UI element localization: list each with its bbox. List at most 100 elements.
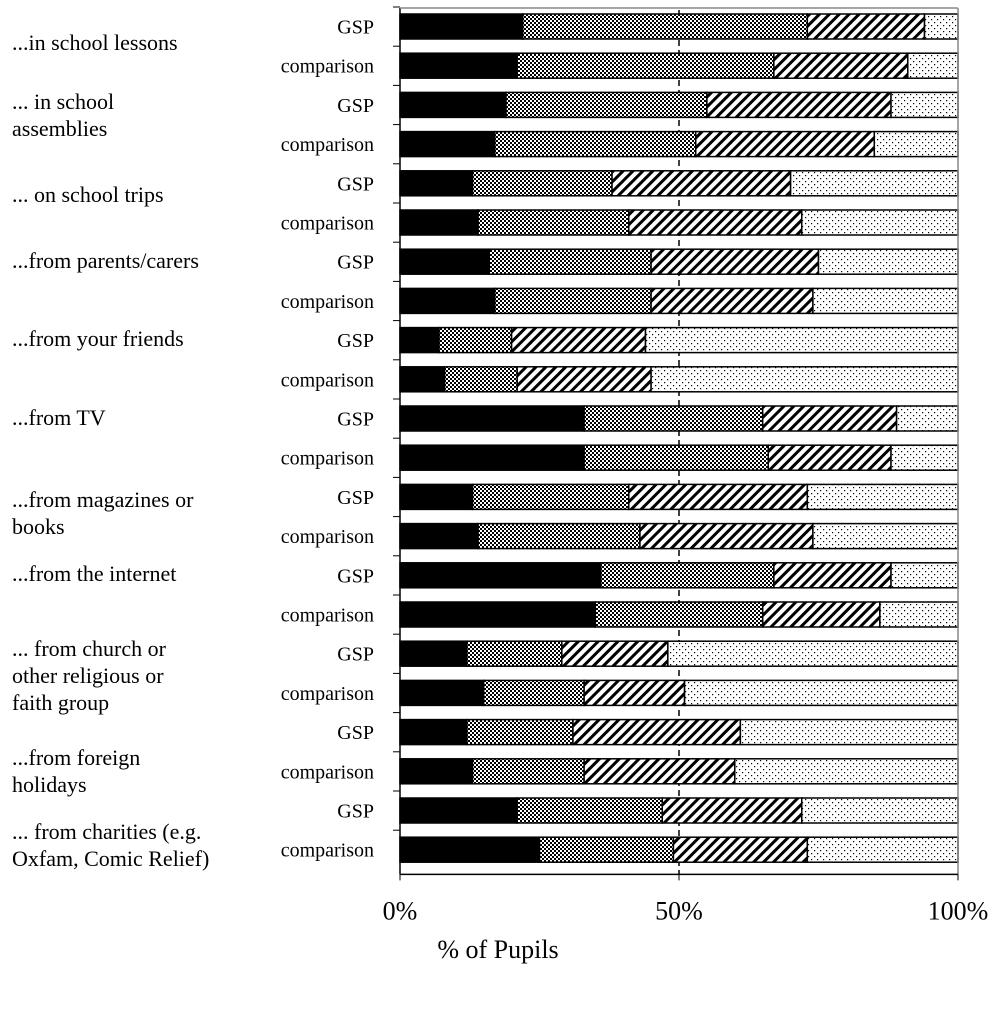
category-label: ... in school assemblies	[12, 88, 262, 142]
x-axis-label: % of Pupils	[437, 935, 559, 964]
x-tick-label: 50%	[655, 896, 703, 925]
bar-segment	[482, 679, 585, 707]
bar-segment	[806, 13, 926, 40]
bar-segment	[879, 601, 959, 628]
bar-segment	[890, 562, 959, 589]
bar-segment	[538, 836, 675, 863]
bar-segment	[650, 287, 814, 315]
bar-segment	[789, 170, 959, 197]
bar-label: comparison	[281, 761, 374, 783]
category-label-line: ... in school	[12, 89, 115, 114]
bar-label: GSP	[337, 487, 374, 509]
category-label: ... from charities (e.g. Oxfam, Comic Rel…	[12, 818, 262, 872]
bar-segment	[522, 13, 809, 40]
category-label: ...from magazines or books	[12, 486, 262, 540]
bar-segment	[516, 52, 775, 79]
bar-segment	[399, 326, 440, 354]
bar-segment	[399, 522, 479, 550]
bar-segment	[773, 52, 909, 79]
bar-segment	[438, 326, 513, 354]
x-tick-label: 0%	[383, 896, 418, 925]
bar-label: comparison	[281, 369, 374, 391]
bar-segment	[505, 91, 708, 119]
bar-segment	[443, 366, 518, 393]
bar-segment	[516, 366, 652, 393]
bar-segment	[399, 640, 468, 667]
bar-label: comparison	[281, 213, 374, 235]
bar-segment	[399, 444, 585, 471]
bar-segment	[817, 248, 959, 275]
bar-segment	[806, 483, 959, 511]
bar-segment	[801, 209, 959, 236]
bar-segment	[667, 640, 959, 667]
category-label-line: ...in school lessons	[12, 30, 178, 55]
bar-label: comparison	[281, 56, 374, 78]
bar-label: GSP	[337, 644, 374, 666]
bar-label: comparison	[281, 683, 374, 705]
bar-segment	[471, 483, 630, 511]
bar-segment	[644, 326, 959, 354]
bar-segment	[399, 483, 474, 511]
bar-segment	[399, 209, 479, 236]
bar-label: comparison	[281, 291, 374, 313]
bar-segment	[583, 758, 736, 785]
bar-label: GSP	[337, 801, 374, 823]
bar-label: GSP	[337, 173, 374, 195]
bar-label: comparison	[281, 605, 374, 627]
bar-segment	[706, 91, 892, 119]
bar-segment	[399, 13, 524, 40]
category-label-line: ... from church or	[12, 636, 166, 661]
bar-label: comparison	[281, 840, 374, 862]
category-label-line: ...from parents/carers	[12, 248, 199, 273]
bar-segment	[399, 405, 585, 432]
bar-segment	[694, 130, 876, 158]
bar-segment	[399, 287, 496, 315]
category-label-line: ...from foreign	[12, 745, 141, 770]
bar-segment	[583, 444, 770, 471]
bar-segment	[494, 287, 652, 315]
bar-segment	[561, 640, 669, 667]
bar-segment	[399, 91, 507, 119]
bar-segment	[399, 679, 485, 707]
category-label: ... from church or other religious or fait…	[12, 635, 262, 716]
bar-segment	[628, 209, 803, 236]
category-label: ...from the internet	[12, 560, 262, 587]
category-label-line: ...from the internet	[12, 561, 177, 586]
bar-segment	[466, 640, 563, 667]
bar-segment	[739, 718, 959, 746]
bar-segment	[399, 562, 602, 589]
bar-segment	[650, 366, 959, 393]
bar-segment	[672, 836, 809, 863]
bar-segment	[812, 287, 959, 315]
category-label: ... on school trips	[12, 181, 262, 208]
bar-segment	[801, 797, 959, 824]
bar-segment	[639, 522, 814, 550]
category-label: ...from your friends	[12, 325, 262, 352]
bar-segment	[734, 758, 959, 785]
bar-segment	[583, 405, 764, 432]
bar-segment	[510, 326, 647, 354]
bar-segment	[611, 170, 792, 197]
category-label-line: ... from charities (e.g.	[12, 819, 202, 844]
bar-segment	[399, 601, 597, 628]
bar-segment	[594, 601, 764, 628]
bar-segment	[466, 718, 574, 746]
bar-segment	[890, 444, 959, 471]
bar-segment	[650, 248, 820, 275]
bar-label: GSP	[337, 330, 374, 352]
category-label: ...from parents/carers	[12, 247, 262, 274]
category-label-line: Oxfam, Comic Relief)	[12, 846, 210, 871]
category-label: ...in school lessons	[12, 29, 262, 56]
bar-segment	[600, 562, 775, 589]
bar-label: comparison	[281, 134, 374, 156]
bar-segment	[399, 718, 468, 746]
bar-label: GSP	[337, 252, 374, 274]
bar-segment	[471, 170, 613, 197]
category-label: ...from TV	[12, 404, 262, 431]
bar-segment	[923, 13, 959, 40]
category-label-line: ...from TV	[12, 405, 106, 430]
category-label-line: ...from your friends	[12, 326, 184, 351]
bar-segment	[516, 797, 664, 824]
bar-segment	[806, 836, 959, 863]
bar-label: GSP	[337, 722, 374, 744]
